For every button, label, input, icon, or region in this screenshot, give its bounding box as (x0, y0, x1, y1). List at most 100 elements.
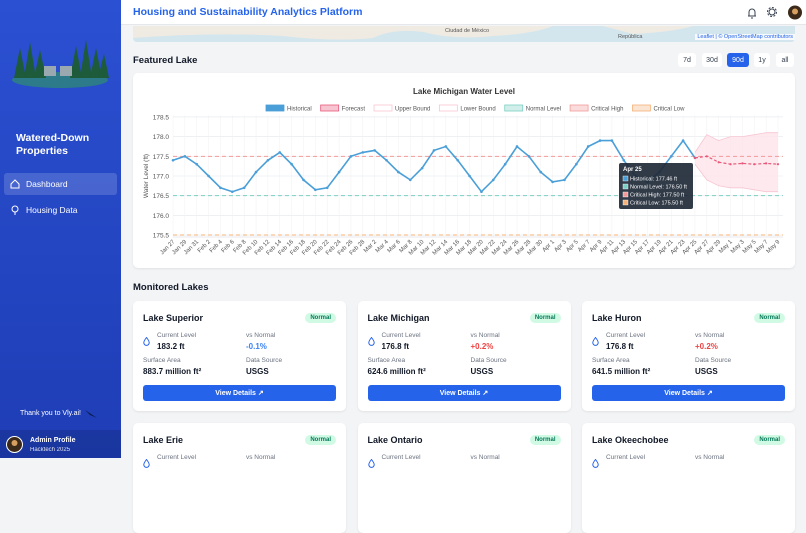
historical-line-point (527, 155, 531, 158)
value: 624.6 million ft² (367, 367, 426, 376)
historical-line-point (468, 174, 471, 178)
historical-line-point (681, 139, 685, 142)
header-title: Housing and Sustainability Analytics Pla… (133, 6, 363, 18)
historical-line-point (420, 166, 424, 170)
legend-label: Normal Level (526, 107, 561, 113)
logo (12, 40, 109, 88)
label: Surface Area (143, 357, 181, 364)
label: Data Source (470, 357, 507, 364)
tooltip-swatch (622, 183, 629, 190)
range-button[interactable]: 1y (754, 53, 770, 67)
historical-line-point (231, 190, 234, 194)
drop-icon (143, 458, 150, 470)
legend-swatch (569, 104, 589, 112)
historical-line-point (491, 178, 495, 182)
historical-line-point (373, 149, 376, 152)
map-attribution[interactable]: Leaflet | © OpenStreetMap contributors (695, 34, 795, 40)
value: +0.2% (470, 342, 494, 351)
historical-line-point (397, 170, 400, 174)
y-tick-label: 178.0 (153, 134, 170, 141)
label: vs Normal (470, 332, 500, 339)
map-place: República (618, 34, 643, 40)
drop-icon (367, 336, 375, 348)
range-button[interactable]: 30d (702, 53, 722, 67)
label: Current Level (157, 332, 197, 339)
historical-line-point (622, 158, 626, 162)
thanks: Thank you to Vly.ai! (20, 410, 81, 417)
historical-line-point (302, 178, 305, 182)
lake-name: Lake Superior (143, 313, 204, 323)
historical-line-point (551, 180, 554, 184)
status-badge: Normal (305, 435, 336, 445)
forecast-line-point (717, 161, 720, 164)
section-title: Monitored Lakes (133, 282, 209, 293)
map-land (133, 26, 693, 40)
historical-line-point (207, 174, 210, 178)
x-tick-label: May 9 (766, 239, 782, 255)
view-details[interactable]: View Details ↗ (143, 385, 336, 401)
historical-line-point (408, 178, 412, 182)
label: vs Normal (695, 332, 725, 339)
y-tick-label: 175.5 (153, 233, 170, 240)
historical-line-point (563, 178, 566, 182)
chart-card: Lake Michigan Water Level Water Level (ft… (133, 73, 795, 268)
drop-icon (592, 336, 599, 348)
y-tick-label: 176.0 (153, 213, 170, 220)
historical-line-point (242, 186, 246, 190)
historical-line-point (325, 186, 329, 190)
historical-line-point (503, 162, 507, 166)
forecast-line-point (741, 162, 744, 165)
legend-label: Historical (287, 107, 312, 113)
legend-label: Forecast (342, 107, 366, 113)
legend-label: Critical High (591, 107, 623, 113)
y-tick-label: 177.5 (153, 154, 170, 161)
map[interactable]: Ciudad de México República Leaflet | © O… (133, 26, 795, 42)
historical-line-point (539, 170, 543, 174)
historical-line-point (195, 162, 199, 166)
value: -0.1% (246, 342, 267, 351)
brand: Watered-Down Properties (16, 132, 90, 157)
historical-line-point (480, 190, 483, 194)
y-tick-label: 177.0 (153, 174, 170, 181)
value: 176.8 ft (606, 342, 634, 351)
nav-item[interactable]: Housing Data (4, 199, 117, 221)
y-tick-label: 176.5 (153, 193, 170, 200)
label: Surface Area (592, 357, 630, 364)
lower-bound-line (694, 163, 778, 193)
nav-icon (11, 205, 19, 215)
label: Current Level (606, 332, 646, 339)
drop (592, 336, 599, 346)
avatar (6, 436, 23, 453)
label: Surface Area (367, 357, 406, 364)
range-button[interactable]: 7d (678, 53, 696, 67)
forecast-line-point (729, 163, 732, 166)
historical-line-point (278, 151, 282, 154)
tooltip-swatch (622, 191, 629, 198)
status-badge: Normal (529, 435, 561, 445)
historical-line-point (314, 188, 317, 192)
historical-line-point (290, 162, 293, 166)
value: USGS (246, 367, 269, 376)
drop-icon (592, 458, 599, 470)
section-title: Featured Lake (133, 55, 198, 66)
status-badge: Normal (754, 435, 785, 445)
nav-item[interactable]: Dashboard (4, 173, 117, 195)
lake-name: Lake Ontario (367, 435, 423, 445)
historical-line-point (575, 162, 578, 166)
header-icons[interactable] (745, 5, 805, 21)
view-details[interactable]: View Details ↗ (367, 385, 561, 401)
lake-card: Lake Erie Normal Current Level vs Normal (133, 423, 346, 533)
historical-line-point (337, 170, 341, 174)
status-badge: Normal (754, 313, 785, 323)
label: Current Level (381, 332, 421, 339)
range-button[interactable]: all (776, 53, 794, 67)
forecast-line-point (753, 163, 756, 166)
view-details[interactable]: View Details ↗ (592, 385, 785, 401)
forecast-line (694, 155, 779, 165)
range-button[interactable]: 90d (727, 53, 749, 67)
drop-icon (367, 458, 375, 470)
nav-icon (10, 179, 20, 189)
value: +0.2% (695, 342, 718, 351)
status-badge: Normal (305, 313, 336, 323)
